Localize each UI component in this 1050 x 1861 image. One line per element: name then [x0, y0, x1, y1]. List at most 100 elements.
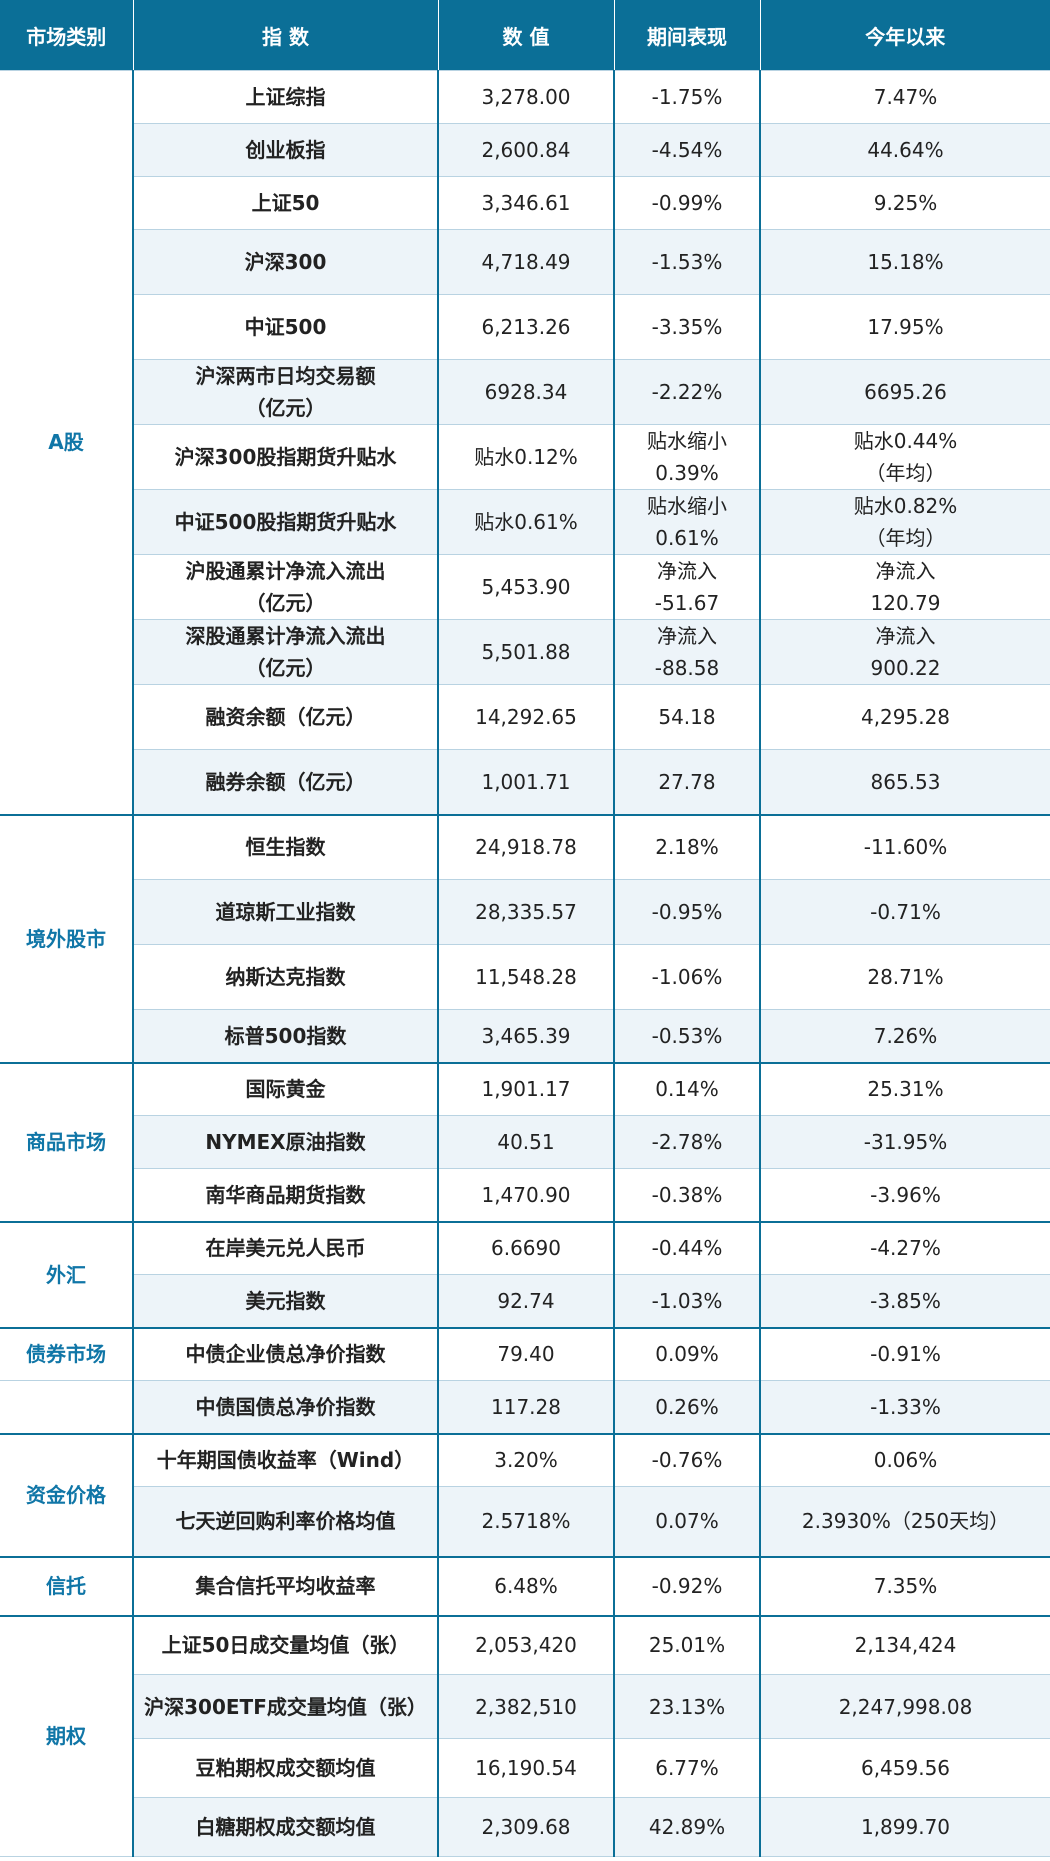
index-name: 沪深300股指期货升贴水	[132, 424, 439, 490]
category-cell: 商品市场	[0, 1062, 134, 1223]
index-name: 国际黄金	[132, 1062, 439, 1116]
value-cell: 24,918.78	[437, 814, 615, 880]
table-row: 七天逆回购利率价格均值 2.5718% 0.07% 2.3930%（250天均）	[0, 1486, 1050, 1558]
index-name: 七天逆回购利率价格均值	[132, 1486, 439, 1558]
value-cell: 11,548.28	[437, 944, 615, 1010]
value-cell: 92.74	[437, 1274, 615, 1329]
index-name: 集合信托平均收益率	[132, 1556, 439, 1617]
ytd-cell: -3.96%	[759, 1168, 1050, 1223]
value-cell: 4,718.49	[437, 229, 615, 295]
table-row: 商品市场 国际黄金 1,901.17 0.14% 25.31%	[0, 1062, 1050, 1223]
period-cell: -1.03%	[613, 1274, 761, 1329]
table-row: 沪股通累计净流入流出 （亿元） 5,453.90 净流入 -51.67 净流入 …	[0, 554, 1050, 620]
index-name: 中证500股指期货升贴水	[132, 489, 439, 555]
header-category: 市场类别	[0, 0, 134, 71]
value-cell: 2,053,420	[437, 1615, 615, 1675]
index-name: 道琼斯工业指数	[132, 879, 439, 945]
period-cell: -0.99%	[613, 176, 761, 230]
ytd-cell: 4,295.28	[759, 684, 1050, 750]
table-row: 融资余额（亿元） 14,292.65 54.18 4,295.28	[0, 684, 1050, 750]
table-row: 标普500指数 3,465.39 -0.53% 7.26%	[0, 1009, 1050, 1064]
value-cell: 6.6690	[437, 1221, 615, 1275]
category-cell: 期权	[0, 1615, 134, 1857]
index-name: 上证50日成交量均值（张）	[132, 1615, 439, 1675]
period-cell: 2.18%	[613, 814, 761, 880]
value-cell: 2.5718%	[437, 1486, 615, 1558]
header-period: 期间表现	[614, 0, 761, 71]
ytd-cell: 7.26%	[759, 1009, 1050, 1064]
index-name: 标普500指数	[132, 1009, 439, 1064]
table-row: 南华商品期货指数 1,470.90 -0.38% -3.96%	[0, 1168, 1050, 1223]
ytd-cell: -31.95%	[759, 1115, 1050, 1169]
period-cell: -0.38%	[613, 1168, 761, 1223]
ytd-cell: 6,459.56	[759, 1738, 1050, 1798]
table-row: 信托 集合信托平均收益率 6.48% -0.92% 7.35%	[0, 1556, 1050, 1617]
period-cell: -2.22%	[613, 359, 761, 425]
header-index: 指 数	[133, 0, 439, 71]
value-cell: 117.28	[437, 1380, 615, 1435]
table-row: 道琼斯工业指数 28,335.57 -0.95% -0.71%	[0, 879, 1050, 945]
table-row: 中证500股指期货升贴水 贴水0.61% 贴水缩小 0.61% 贴水0.82% …	[0, 489, 1050, 555]
period-cell: -3.35%	[613, 294, 761, 360]
index-name: 在岸美元兑人民币	[132, 1221, 439, 1275]
ytd-cell: 1,899.70	[759, 1797, 1050, 1857]
category-cell: 境外股市	[0, 814, 134, 1064]
ytd-cell: 净流入 900.22	[759, 619, 1050, 685]
period-cell: 贴水缩小 0.39%	[613, 424, 761, 490]
value-cell: 贴水0.12%	[437, 424, 615, 490]
value-cell: 2,382,510	[437, 1674, 615, 1739]
header-row: 市场类别 指 数 数 值 期间表现 今年以来	[0, 0, 1050, 71]
period-cell: 净流入 -51.67	[613, 554, 761, 620]
value-cell: 5,501.88	[437, 619, 615, 685]
table-row: 上证50 3,346.61 -0.99% 9.25%	[0, 176, 1050, 230]
ytd-cell: 7.47%	[759, 70, 1050, 124]
value-cell: 6928.34	[437, 359, 615, 425]
period-cell: -0.44%	[613, 1221, 761, 1275]
table-row: 中债国债总净价指数 117.28 0.26% -1.33%	[0, 1380, 1050, 1435]
value-cell: 14,292.65	[437, 684, 615, 750]
ytd-cell: -1.33%	[759, 1380, 1050, 1435]
value-cell: 28,335.57	[437, 879, 615, 945]
period-cell: 0.26%	[613, 1380, 761, 1435]
value-cell: 2,309.68	[437, 1797, 615, 1857]
period-cell: -2.78%	[613, 1115, 761, 1169]
value-cell: 3,346.61	[437, 176, 615, 230]
table-row: 债券市场 中债企业债总净价指数 79.40 0.09% -0.91%	[0, 1327, 1050, 1381]
header-ytd: 今年以来	[760, 0, 1050, 71]
ytd-cell: 9.25%	[759, 176, 1050, 230]
value-cell: 6,213.26	[437, 294, 615, 360]
period-cell: 净流入 -88.58	[613, 619, 761, 685]
table-row: 期权 上证50日成交量均值（张） 2,053,420 25.01% 2,134,…	[0, 1615, 1050, 1857]
period-cell: 54.18	[613, 684, 761, 750]
ytd-cell: 6695.26	[759, 359, 1050, 425]
index-name: 纳斯达克指数	[132, 944, 439, 1010]
index-name: 十年期国债收益率（Wind）	[132, 1433, 439, 1487]
table-row: 沪深两市日均交易额 （亿元） 6928.34 -2.22% 6695.26	[0, 359, 1050, 425]
value-cell: 3.20%	[437, 1433, 615, 1487]
category-cell-empty	[0, 1380, 134, 1435]
table-row: 创业板指 2,600.84 -4.54% 44.64%	[0, 123, 1050, 177]
category-cell: 信托	[0, 1556, 134, 1617]
ytd-cell: 28.71%	[759, 944, 1050, 1010]
table-row: 沪深300 4,718.49 -1.53% 15.18%	[0, 229, 1050, 295]
category-cell: A股	[0, 70, 134, 816]
period-cell: -0.76%	[613, 1433, 761, 1487]
ytd-cell: 贴水0.44% （年均）	[759, 424, 1050, 490]
ytd-cell: 25.31%	[759, 1062, 1050, 1116]
index-name: 上证综指	[132, 70, 439, 124]
period-cell: 23.13%	[613, 1674, 761, 1739]
value-cell: 6.48%	[437, 1556, 615, 1617]
ytd-cell: -0.91%	[759, 1327, 1050, 1381]
header-value: 数 值	[438, 0, 615, 71]
category-cell: 资金价格	[0, 1433, 134, 1558]
table-row: 中证500 6,213.26 -3.35% 17.95%	[0, 294, 1050, 360]
ytd-cell: 2,247,998.08	[759, 1674, 1050, 1739]
period-cell: 0.09%	[613, 1327, 761, 1381]
index-name: 沪深300ETF成交量均值（张）	[132, 1674, 439, 1739]
index-name: 沪深300	[132, 229, 439, 295]
index-name: 上证50	[132, 176, 439, 230]
value-cell: 79.40	[437, 1327, 615, 1381]
value-cell: 16,190.54	[437, 1738, 615, 1798]
ytd-cell: 865.53	[759, 749, 1050, 816]
category-cell: 债券市场	[0, 1327, 134, 1381]
